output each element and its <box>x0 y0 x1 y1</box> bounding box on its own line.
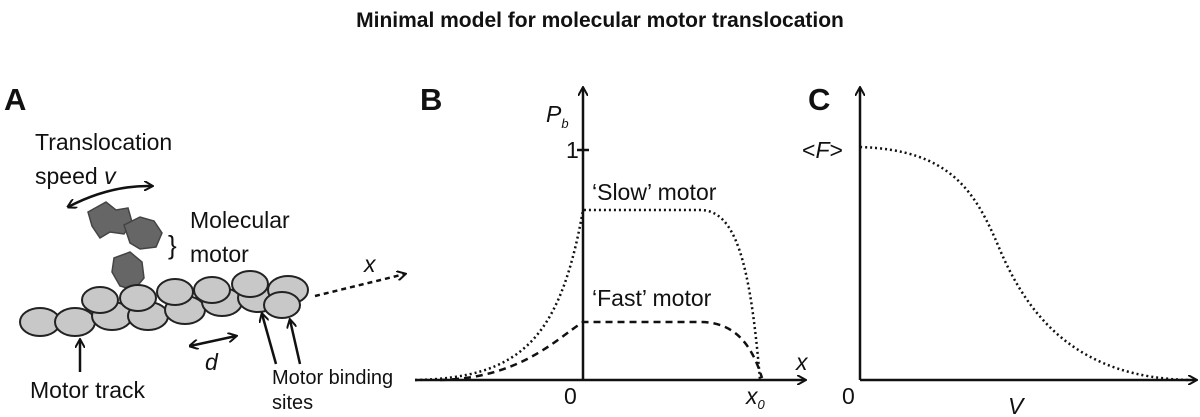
curve-label: ‘Slow’ motor <box>592 179 717 205</box>
panel-label: A <box>4 82 26 117</box>
y-open: < <box>802 137 815 163</box>
brace: } <box>168 230 177 260</box>
motor-label: motor <box>190 241 249 267</box>
panel-label: B <box>420 82 442 117</box>
speed-arrow <box>68 186 152 207</box>
y-symbol: P <box>546 101 562 127</box>
panel-label: C <box>808 82 830 117</box>
y-close: > <box>830 137 843 163</box>
title: Minimal model for molecular motor transl… <box>356 9 844 32</box>
x-tick-label: 0 <box>842 383 855 409</box>
motor-label: Molecular <box>190 207 290 233</box>
force-curve <box>859 145 1191 382</box>
fast-curve <box>439 320 764 382</box>
axis-symbol: x <box>363 251 377 277</box>
speed-label: Translocation <box>35 129 172 155</box>
x-label: x <box>795 349 809 375</box>
curve-label: ‘Fast’ motor <box>592 285 712 311</box>
y-label: Pb <box>546 101 569 131</box>
spacing-arrow <box>190 336 236 346</box>
y-tick-label: <F> <box>802 137 843 163</box>
track <box>19 270 309 337</box>
speed-label: speed v <box>35 163 117 189</box>
x-end-subscript: 0 <box>758 397 766 412</box>
motor <box>87 201 163 291</box>
axis-arrow <box>314 274 405 298</box>
y-tick-label: 1 <box>566 137 579 163</box>
speed-symbol: v <box>104 163 117 189</box>
sites-label: Motor binding <box>272 367 393 389</box>
slow-curve <box>414 208 762 382</box>
x-tick-label: 0 <box>564 383 577 409</box>
x-end-symbol: x <box>745 383 759 409</box>
y-symbol: F <box>815 137 831 163</box>
spacing-symbol: d <box>205 349 219 375</box>
site-arrow <box>262 314 278 365</box>
sites-label: sites <box>272 392 313 414</box>
speed-word: speed <box>35 163 98 189</box>
y-subscript: b <box>561 116 568 131</box>
x-label: V <box>1008 393 1026 417</box>
x-end-label: x0 <box>745 383 766 412</box>
site-arrow <box>290 320 302 365</box>
track-label: Motor track <box>30 377 146 403</box>
